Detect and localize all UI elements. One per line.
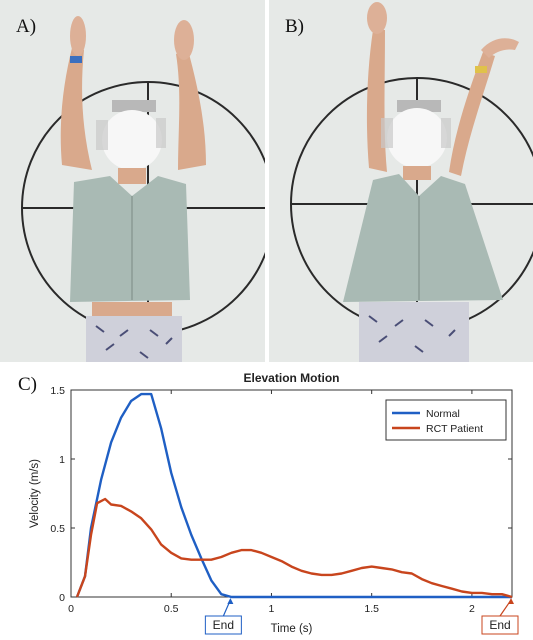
x-tick-label: 1.5: [364, 603, 379, 615]
y-tick-label: 1: [59, 454, 65, 466]
photo-b-illustration: [269, 0, 533, 362]
legend-label: Normal: [426, 408, 460, 420]
end-box: [204, 615, 242, 635]
end-label: End: [489, 618, 510, 632]
series-line-normal: [75, 392, 512, 599]
legend: Normal RCT Patient: [385, 399, 507, 441]
elevation-motion-chart: Elevation Motion Time (s) Velocity (m/s)…: [29, 371, 519, 635]
end-arrow-head: [227, 598, 234, 604]
end-box: [481, 615, 519, 635]
x-tick-label: 0.5: [164, 603, 179, 615]
legend-box: [385, 399, 507, 441]
y-tick-label: 0: [59, 592, 65, 604]
panel-label-b: B): [285, 16, 304, 37]
chart-title: Elevation Motion: [244, 371, 340, 385]
photo-panel-a: A): [0, 0, 265, 362]
end-annotations: End End: [204, 598, 519, 635]
end-arrow-head: [508, 598, 514, 604]
panel-label-a: A): [16, 16, 37, 37]
photo-panel-b: B): [269, 0, 533, 362]
y-axis-label: Velocity (m/s): [29, 459, 41, 528]
legend-label: RCT Patient: [426, 423, 483, 435]
x-axis-label: Time (s): [271, 623, 313, 635]
series-line-rct-patient: [75, 497, 513, 599]
x-tick-label: 0: [68, 603, 74, 615]
end-label: End: [213, 618, 234, 632]
y-tick-label: 0.5: [50, 523, 65, 535]
photo-a-illustration: [0, 0, 265, 362]
series-lines: [75, 392, 513, 599]
panel-label-c: C): [18, 374, 37, 395]
y-tick-label: 1.5: [50, 385, 65, 397]
x-tick-label: 2: [469, 603, 475, 615]
x-tick-label: 1: [269, 603, 275, 615]
